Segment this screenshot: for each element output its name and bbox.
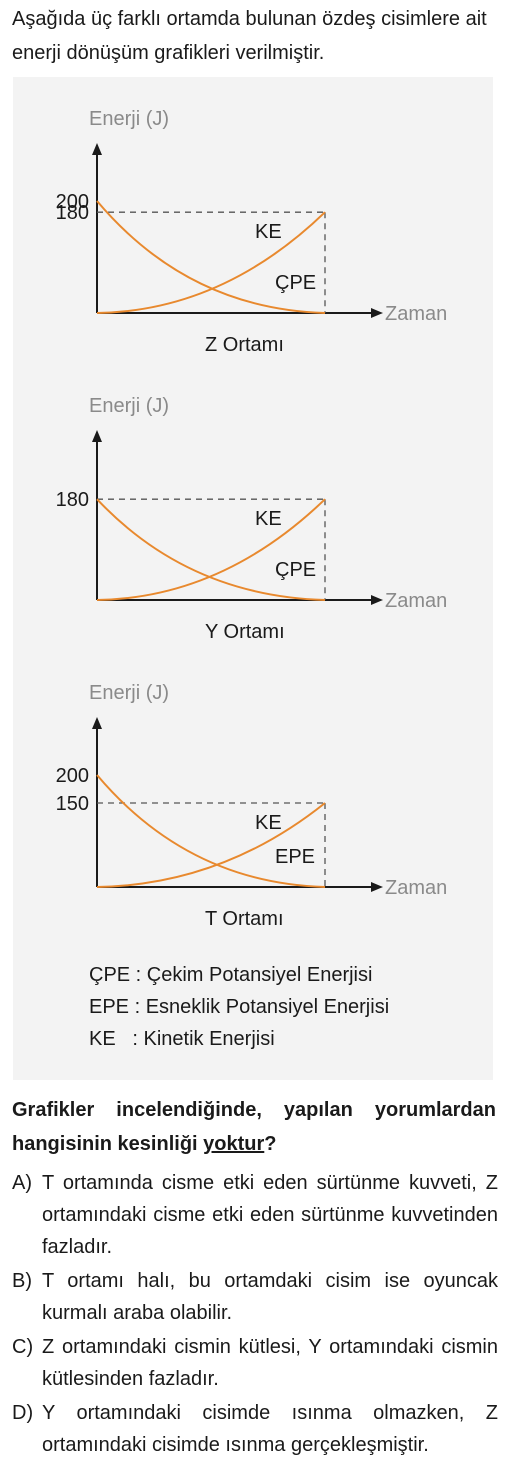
question-underlined: yoktur — [203, 1133, 265, 1155]
option-text: Z ortamındaki cismin kütlesi, Y ortamınd… — [42, 1336, 498, 1390]
legend-text: Çekim Potansiyel Enerjisi — [146, 964, 373, 986]
legend-abbr: ÇPE — [89, 964, 131, 986]
option-letter: A) — [12, 1172, 32, 1194]
question-after: ? — [264, 1133, 277, 1155]
option-letter: C) — [12, 1336, 34, 1358]
x-axis-arrow — [371, 308, 383, 318]
option-b[interactable]: B) T ortamı halı, bu ortamdaki cisim ise… — [12, 1265, 498, 1329]
chart-caption: Z Ortamı — [205, 334, 284, 356]
legend: ÇPE : Çekim Potansiyel Enerjisi EPE : Es… — [89, 959, 389, 1055]
chart-t: Enerji (J) Zaman 200 150 KE EPE T Ortamı — [56, 682, 448, 930]
legend-separator: : — [129, 996, 146, 1018]
legend-separator: : — [130, 964, 147, 986]
option-text: Y ortamındaki cisimde ısınma olmazken, Z… — [42, 1402, 498, 1456]
y-axis-title: Enerji (J) — [89, 395, 169, 417]
y-tick-label: 180 — [56, 202, 89, 224]
question-before: Grafikler incelendiğinde, yapılan yoruml… — [12, 1099, 496, 1155]
legend-text: Kinetik Enerjisi — [143, 1028, 275, 1050]
pe-curve — [96, 498, 326, 601]
y-axis-title: Enerji (J) — [89, 682, 169, 704]
question-text: Grafikler incelendiğinde, yapılan yoruml… — [12, 1093, 496, 1161]
y-axis-arrow — [92, 717, 102, 729]
chart-y: Enerji (J) Zaman 180 KE ÇPE Y Ortamı — [56, 395, 448, 643]
legend-abbr: KE — [89, 1028, 116, 1050]
graphs-panel: Enerji (J) Zaman 200 180 KE ÇPE Z Ortamı Enerj… — [13, 77, 493, 1080]
y-axis-arrow — [92, 430, 102, 442]
pe-label: ÇPE — [275, 272, 316, 294]
y-axis-title: Enerji (J) — [89, 108, 169, 130]
option-text: T ortamında cisme etki eden sürtünme kuv… — [42, 1172, 498, 1258]
y-tick-label: 180 — [56, 489, 89, 511]
x-axis-title: Zaman — [385, 877, 447, 899]
ke-curve — [96, 498, 326, 601]
chart-caption: T Ortamı — [205, 908, 284, 930]
x-axis-arrow — [371, 882, 383, 892]
y-tick-label: 150 — [56, 793, 89, 815]
ke-curve — [96, 802, 326, 888]
y-tick-label: 200 — [56, 191, 89, 213]
legend-abbr: EPE — [89, 996, 130, 1018]
x-axis-title: Zaman — [385, 590, 447, 612]
x-axis-title: Zaman — [385, 303, 447, 325]
ke-label: KE — [255, 221, 282, 243]
option-a[interactable]: A) T ortamında cisme etki eden sürtünme … — [12, 1167, 498, 1263]
legend-row: EPE : Esneklik Potansiyel Enerjisi — [89, 991, 389, 1023]
legend-row: ÇPE : Çekim Potansiyel Enerjisi — [89, 959, 389, 991]
legend-row: KE : Kinetik Enerjisi — [89, 1023, 389, 1055]
answer-options: A) T ortamında cisme etki eden sürtünme … — [12, 1167, 498, 1463]
ke-label: KE — [255, 508, 282, 530]
option-text: T ortamı halı, bu ortamdaki cisim ise oy… — [42, 1270, 498, 1324]
pe-label: EPE — [275, 846, 315, 868]
ke-label: KE — [255, 812, 282, 834]
ke-curve — [96, 211, 326, 314]
legend-separator: : — [115, 1028, 144, 1050]
option-c[interactable]: C) Z ortamındaki cismin kütlesi, Y ortam… — [12, 1331, 498, 1395]
x-axis-arrow — [371, 595, 383, 605]
pe-curve — [96, 774, 326, 888]
y-axis-arrow — [92, 143, 102, 155]
pe-curve — [96, 200, 326, 314]
chart-caption: Y Ortamı — [205, 621, 285, 643]
option-d[interactable]: D) Y ortamındaki cisimde ısınma olmazken… — [12, 1397, 498, 1461]
intro-text: Aşağıda üç farklı ortamda bulunan özdeş … — [12, 8, 487, 64]
option-letter: B) — [12, 1270, 32, 1292]
pe-label: ÇPE — [275, 559, 316, 581]
legend-text: Esneklik Potansiyel Enerjisi — [145, 996, 390, 1018]
option-letter: D) — [12, 1402, 34, 1424]
y-tick-label: 200 — [56, 765, 89, 787]
